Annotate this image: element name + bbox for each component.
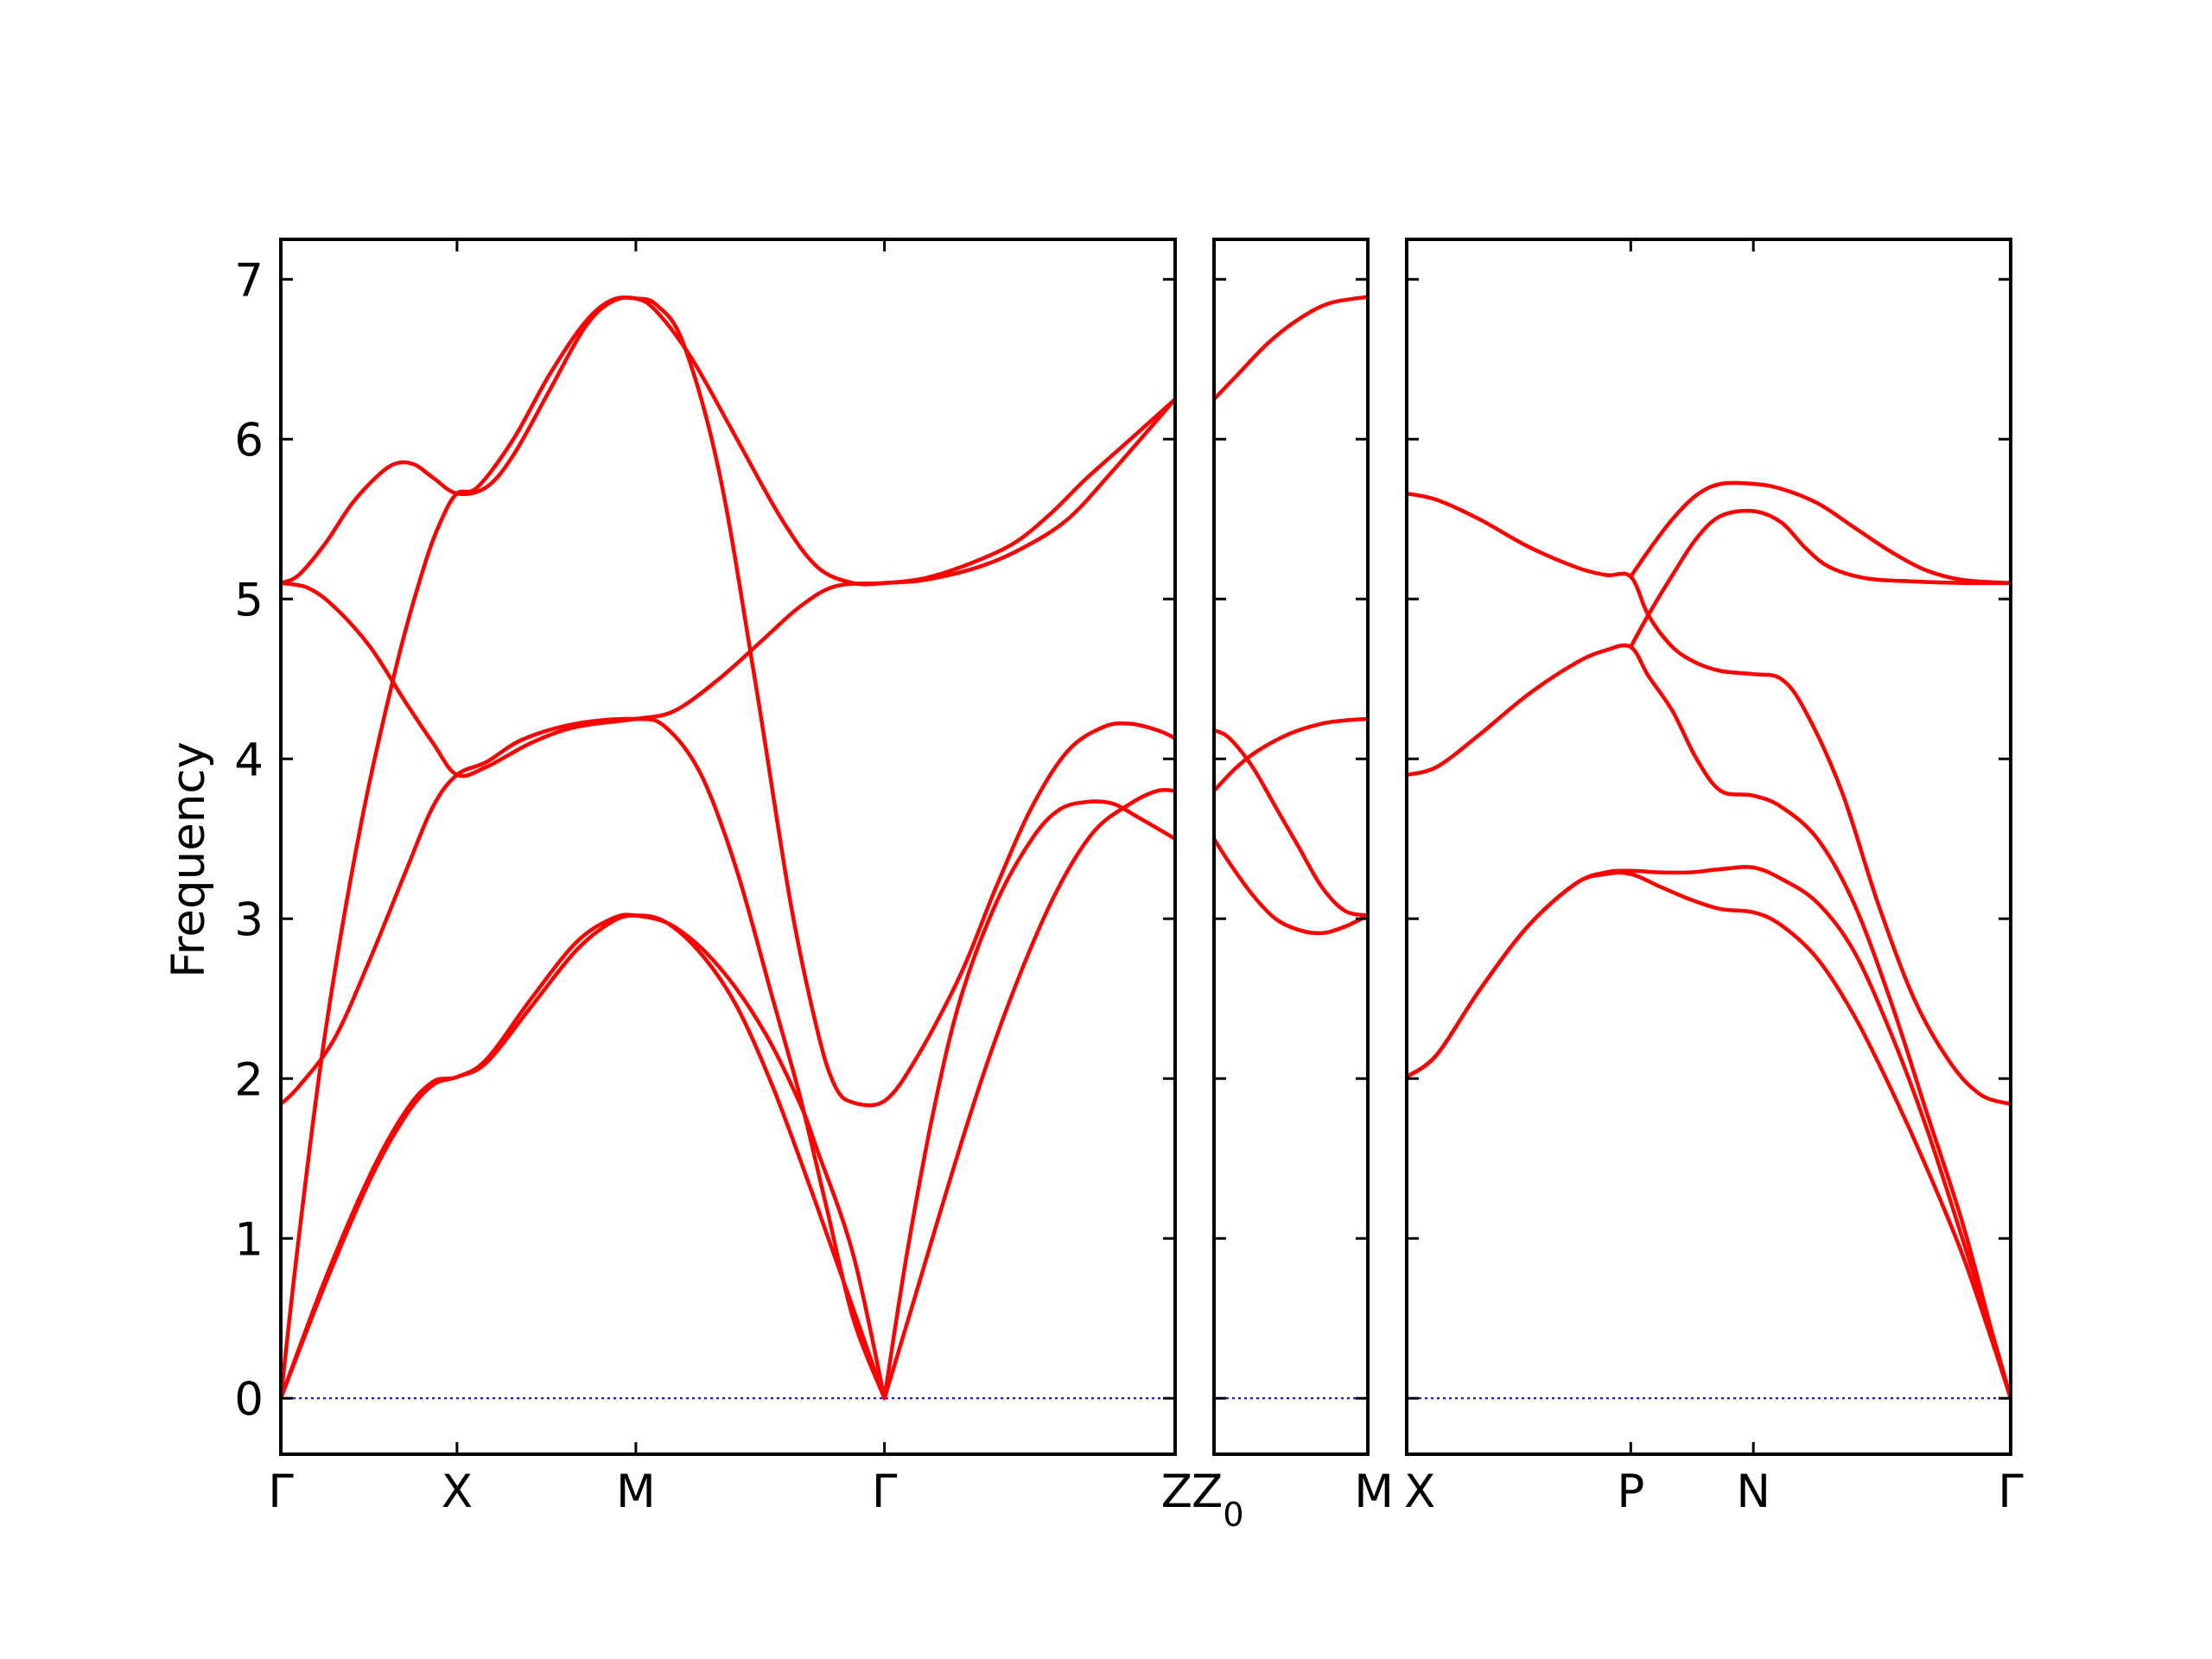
x-tick-label: Γ xyxy=(872,1465,898,1518)
x-tick-label: Z0 xyxy=(1192,1465,1244,1534)
panel-frame xyxy=(1212,238,1370,1456)
y-tick-label: 0 xyxy=(234,1373,264,1426)
x-tick-label: M xyxy=(616,1465,656,1518)
y-tick-label: 4 xyxy=(234,734,264,786)
x-tick-label: P xyxy=(1617,1465,1644,1518)
x-tick-label: M xyxy=(1354,1465,1394,1518)
phonon-band-line xyxy=(1629,508,2011,650)
y-axis: 0 1 2 3 4 5 6 7 xyxy=(234,254,264,1426)
phonon-band-line xyxy=(882,799,1175,1401)
phonon-band-line xyxy=(1629,480,2011,586)
phonon-band-line xyxy=(1214,728,1368,918)
phonon-band-line xyxy=(1407,870,2011,1401)
phonon-band-line xyxy=(1407,491,2011,1107)
phonon-band-line xyxy=(1407,643,2011,1401)
x-axis-labels: Γ X M Γ Z Z0 M X P N Γ xyxy=(268,1465,2024,1534)
y-tick-label: 6 xyxy=(234,414,264,467)
panel-frame xyxy=(279,238,1177,1456)
phonon-band-line xyxy=(281,296,1175,587)
phonon-band-line xyxy=(281,912,887,1401)
phonon-band-line xyxy=(281,296,1175,1401)
x-tick-label: X xyxy=(442,1465,473,1518)
phonon-band-line xyxy=(1407,865,2011,1401)
phonon-band-line xyxy=(281,716,887,1401)
y-tick-label: 5 xyxy=(234,574,264,626)
y-tick-label: 3 xyxy=(234,893,264,946)
x-tick-label: Γ xyxy=(268,1465,294,1518)
panel-3 xyxy=(1405,238,2012,1456)
y-tick-label: 1 xyxy=(234,1213,264,1266)
phonon-band-line xyxy=(281,913,887,1401)
panel-1 xyxy=(279,238,1177,1456)
panel-frame xyxy=(1405,238,2012,1456)
phonon-band-line xyxy=(1214,716,1368,793)
phonon-band-line xyxy=(1214,836,1368,936)
y-tick-label: 7 xyxy=(234,254,264,307)
x-tick-label: Γ xyxy=(1998,1465,2024,1518)
x-tick-label: Z xyxy=(1161,1465,1192,1518)
phonon-band-line xyxy=(882,787,1175,1401)
y-axis-title: Frequency xyxy=(162,741,215,978)
phonon-band-line xyxy=(1214,295,1368,402)
y-tick-label: 2 xyxy=(234,1053,264,1106)
panel-2 xyxy=(1212,238,1370,1456)
x-tick-label: X xyxy=(1404,1465,1435,1518)
panels xyxy=(279,238,2012,1456)
x-tick-label: N xyxy=(1736,1465,1770,1518)
phonon-band-line xyxy=(281,397,1175,779)
